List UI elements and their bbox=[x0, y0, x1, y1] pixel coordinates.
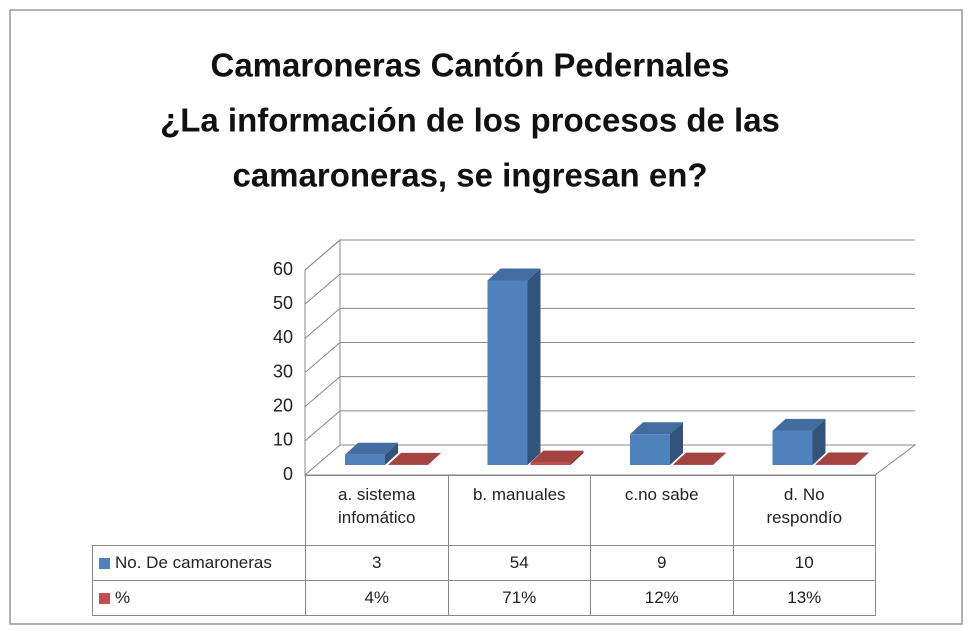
title-line: camaroneras, se ingresan en? bbox=[232, 157, 707, 194]
legend-entry: No. De camaroneras bbox=[92, 545, 306, 581]
bar-top bbox=[630, 422, 683, 435]
bar-front bbox=[487, 280, 528, 465]
bar-front bbox=[630, 434, 670, 465]
y-tick-label: 0 bbox=[283, 464, 293, 484]
grid-line bbox=[304, 273, 915, 305]
category-label: c.no sabe bbox=[590, 475, 734, 546]
legend-label: No. De camaroneras bbox=[115, 552, 272, 572]
bar-top bbox=[673, 452, 726, 465]
bar-side bbox=[812, 418, 826, 465]
y-tick-label: 60 bbox=[273, 259, 293, 279]
table-value: 71% bbox=[447, 580, 591, 616]
y-tick-label: 10 bbox=[273, 430, 293, 450]
table-value: 13% bbox=[732, 580, 876, 616]
title-line: ¿La información de los procesos de las bbox=[160, 102, 780, 139]
grid-line bbox=[304, 376, 915, 408]
bar-side bbox=[570, 450, 584, 465]
bar-side bbox=[713, 452, 726, 465]
category-label: d. No respondío bbox=[732, 475, 876, 546]
table-value: 10 bbox=[732, 545, 876, 581]
legend-swatch bbox=[99, 557, 110, 569]
bar-top bbox=[815, 452, 869, 465]
bar bbox=[673, 452, 726, 465]
bar-top bbox=[772, 418, 826, 431]
grid-line bbox=[304, 342, 915, 373]
y-tick-label: 50 bbox=[273, 293, 293, 313]
grid-line bbox=[304, 410, 915, 442]
category-label: a. sistema infomático bbox=[305, 475, 449, 546]
table-value: 3 bbox=[305, 545, 449, 581]
bar-front bbox=[530, 462, 571, 465]
bar bbox=[530, 450, 584, 465]
chart-border bbox=[9, 9, 963, 625]
table-value: 4% bbox=[305, 580, 449, 616]
y-tick-label: 40 bbox=[273, 327, 293, 347]
y-tick-label: 20 bbox=[273, 395, 293, 415]
bar bbox=[815, 452, 869, 465]
table-value: 9 bbox=[590, 545, 734, 581]
bar-top bbox=[345, 442, 398, 455]
grid-line bbox=[304, 239, 915, 271]
bar bbox=[487, 268, 541, 465]
bar-side bbox=[855, 452, 869, 465]
legend-swatch bbox=[99, 592, 110, 604]
bar-side bbox=[428, 452, 441, 465]
chart-title: Camaroneras Cantón Pedernales ¿La informa… bbox=[160, 47, 780, 194]
table-value: 12% bbox=[590, 580, 734, 616]
legend-label: % bbox=[115, 587, 131, 607]
grid-line bbox=[304, 307, 915, 339]
bar-front bbox=[345, 454, 385, 465]
bar-top bbox=[530, 450, 584, 463]
bar-side bbox=[385, 442, 398, 465]
bar-top bbox=[487, 268, 541, 281]
legend-entry: % bbox=[92, 580, 306, 616]
table-value: 54 bbox=[447, 545, 591, 581]
bar-front bbox=[772, 430, 813, 465]
bar-side bbox=[527, 268, 541, 465]
bar bbox=[388, 452, 441, 465]
category-label: b. manuales bbox=[447, 475, 591, 546]
y-tick-label: 30 bbox=[273, 361, 293, 381]
bar bbox=[772, 418, 826, 465]
title-line: Camaroneras Cantón Pedernales bbox=[210, 47, 729, 84]
bar-side bbox=[670, 422, 683, 465]
bar-top bbox=[388, 452, 441, 465]
bar bbox=[630, 422, 683, 465]
bar bbox=[345, 442, 398, 465]
